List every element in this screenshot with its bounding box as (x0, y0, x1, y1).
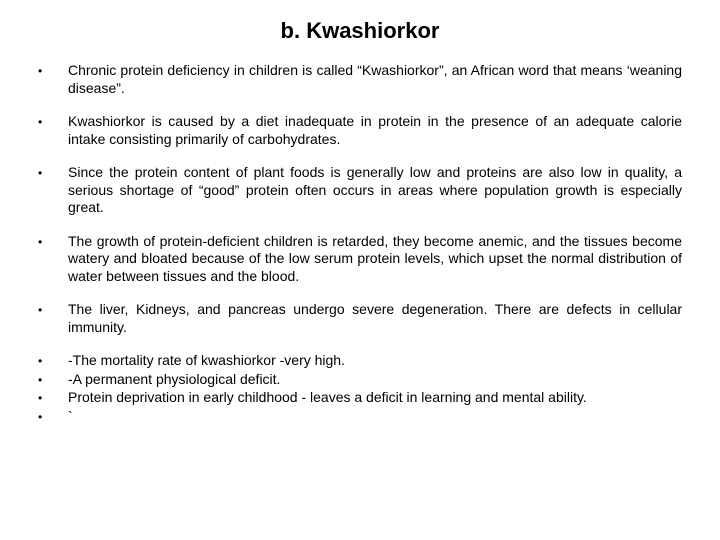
bullet-item: • Protein deprivation in early childhood… (38, 389, 682, 407)
bullet-text: -A permanent physiological deficit. (68, 371, 682, 389)
bullet-marker: • (38, 62, 68, 79)
bullet-item: •` (38, 408, 682, 426)
bullet-text: Since the protein content of plant foods… (68, 164, 682, 217)
bullet-item: •Chronic protein deficiency in children … (38, 62, 682, 97)
bullet-text: Kwashiorkor is caused by a diet inadequa… (68, 113, 682, 148)
bullet-text: -The mortality rate of kwashiorkor -very… (68, 352, 682, 370)
bullet-marker: • (38, 164, 68, 181)
bullet-item: •Kwashiorkor is caused by a diet inadequ… (38, 113, 682, 148)
bullet-text: The growth of protein-deficient children… (68, 233, 682, 286)
bullet-marker: • (38, 371, 68, 388)
bullet-item: •The liver, Kidneys, and pancreas underg… (38, 301, 682, 336)
bullet-item: •-The mortality rate of kwashiorkor -ver… (38, 352, 682, 370)
bullet-marker: • (38, 233, 68, 250)
bullet-marker: • (38, 113, 68, 130)
bullet-text: The liver, Kidneys, and pancreas undergo… (68, 301, 682, 336)
slide-title: b. Kwashiorkor (38, 18, 682, 44)
bullet-item: •The growth of protein-deficient childre… (38, 233, 682, 286)
bullet-list: •Chronic protein deficiency in children … (38, 62, 682, 425)
bullet-text: ` (68, 408, 682, 426)
bullet-text: Protein deprivation in early childhood -… (68, 389, 682, 407)
bullet-item: •-A permanent physiological deficit. (38, 371, 682, 389)
bullet-item: •Since the protein content of plant food… (38, 164, 682, 217)
bullet-marker: • (38, 301, 68, 318)
bullet-text: Chronic protein deficiency in children i… (68, 62, 682, 97)
bullet-marker: • (38, 389, 68, 406)
bullet-marker: • (38, 352, 68, 369)
bullet-marker: • (38, 408, 68, 425)
